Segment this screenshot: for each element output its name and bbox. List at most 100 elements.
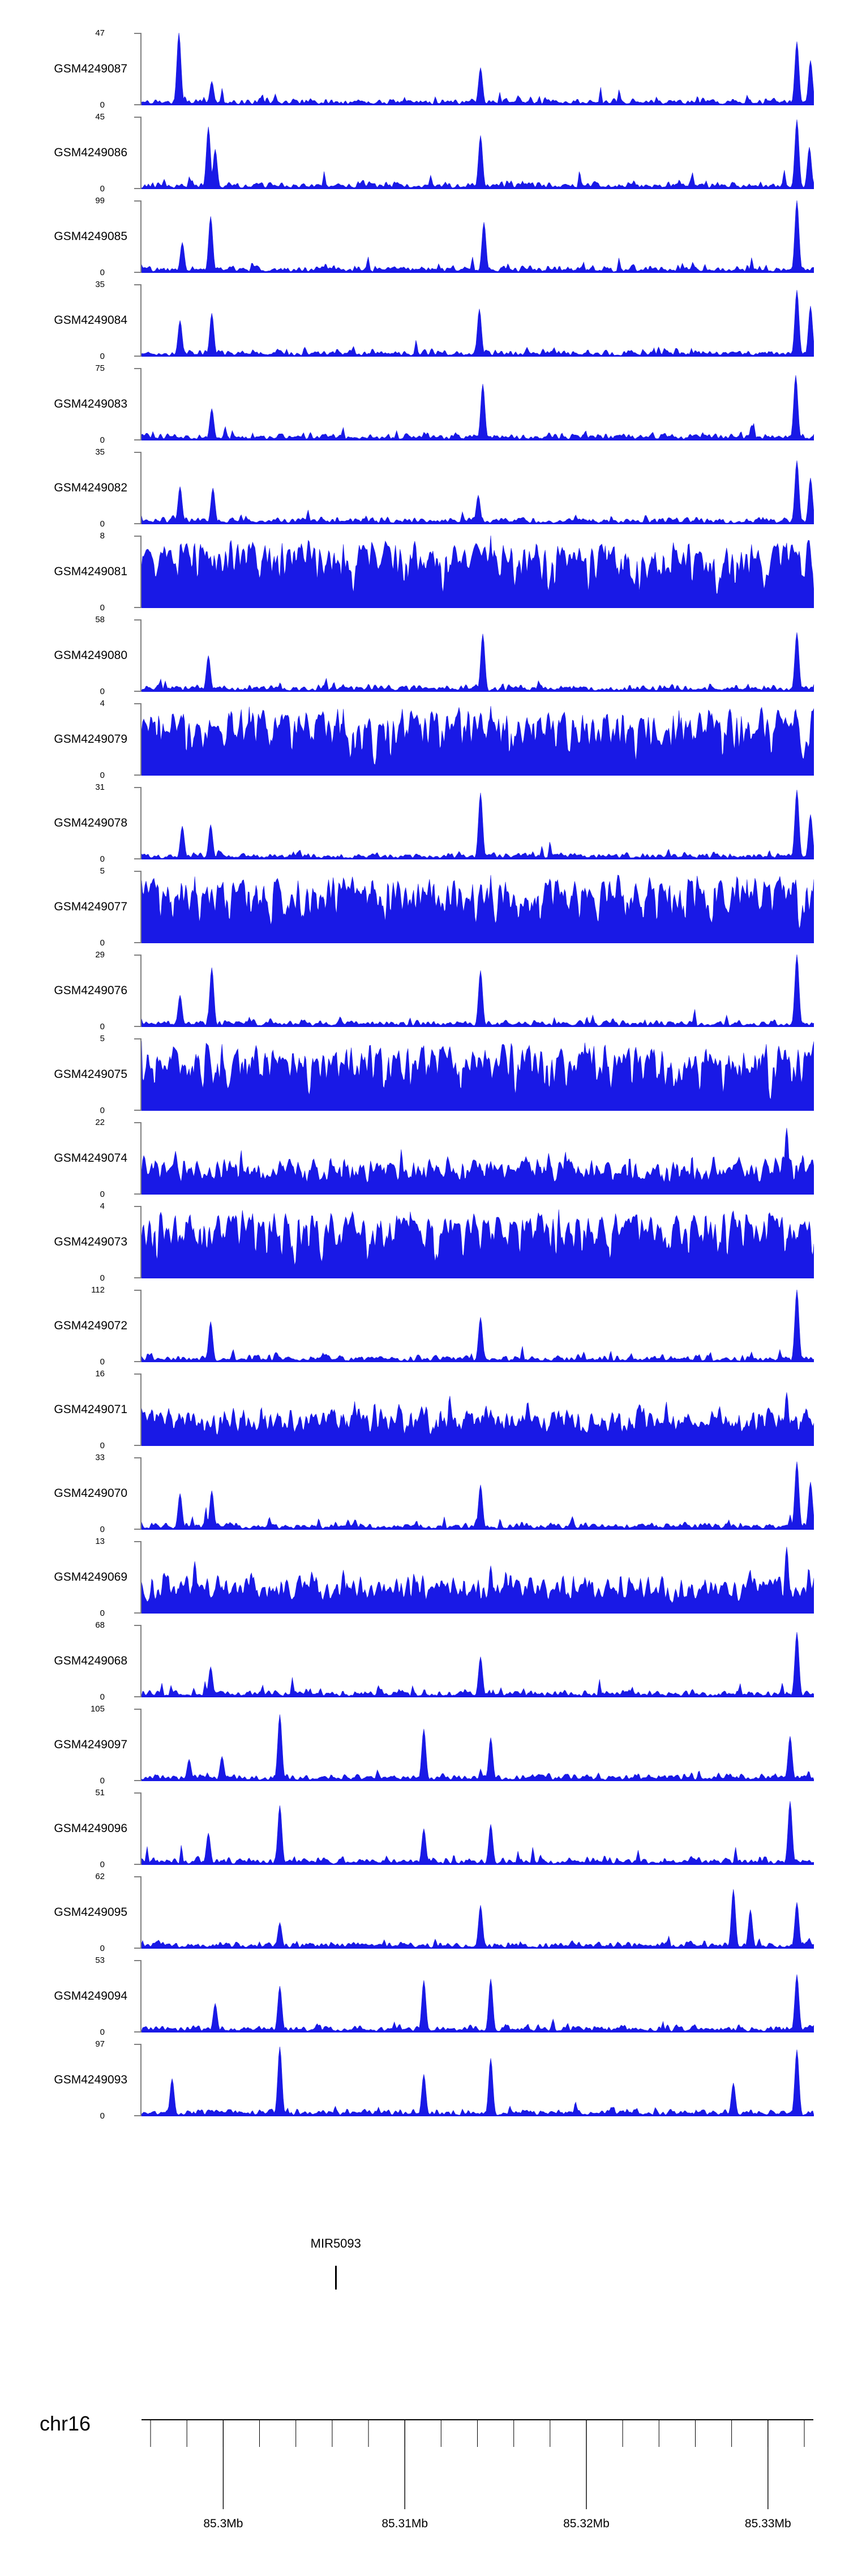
y-axis-min-tick [134, 1361, 142, 1362]
track-y-axis [140, 1038, 142, 1111]
y-axis-min-label: 0 [100, 2111, 105, 2121]
coverage-signal [142, 536, 814, 608]
coverage-signal [142, 706, 814, 776]
track-plot[interactable]: 47 0 [95, 29, 814, 109]
y-axis-max-tick [134, 1876, 142, 1877]
coverage-signal [142, 1714, 814, 1781]
y-axis-min-tick [134, 1864, 142, 1865]
y-axis-min-label: 0 [100, 435, 105, 445]
y-axis-max-label: 58 [95, 615, 105, 624]
track-label-gsm4249081: GSM4249081 [54, 565, 127, 578]
track-plot[interactable]: 45 0 [95, 113, 814, 193]
track-plot[interactable]: 13 0 [95, 1537, 814, 1618]
track-plot[interactable]: 16 0 [95, 1370, 814, 1450]
y-axis-max-tick [134, 1206, 142, 1207]
track-plot[interactable]: 105 0 [91, 1705, 814, 1785]
track-plot[interactable]: 35 0 [95, 280, 814, 361]
coverage-signal [142, 1461, 814, 1530]
y-axis-min-tick [134, 356, 142, 357]
track-row: GSM4249070 33 0 [0, 1452, 849, 1535]
track-row: GSM4249096 51 0 [0, 1787, 849, 1871]
coverage-signal [142, 290, 814, 357]
track-plot[interactable]: 31 0 [95, 783, 814, 863]
y-axis-min-tick [134, 2031, 142, 2032]
y-axis-min-label: 0 [100, 603, 105, 613]
y-axis-max-label: 35 [95, 447, 105, 457]
coverage-signal [142, 2047, 814, 2116]
track-label-gsm4249079: GSM4249079 [54, 733, 127, 746]
y-axis-max-label: 4 [100, 1201, 105, 1211]
y-axis-max-label: 68 [95, 1620, 105, 1630]
y-axis-max-label: 5 [100, 866, 105, 876]
coverage-signal [142, 790, 814, 859]
coverage-signal [142, 875, 814, 943]
track-plot[interactable]: 62 0 [95, 1872, 814, 1953]
track-y-axis [140, 2044, 142, 2116]
track-plot[interactable]: 112 0 [91, 1286, 814, 1366]
y-axis-max-label: 22 [95, 1118, 105, 1127]
coverage-signal [142, 955, 814, 1027]
track-y-axis [140, 1625, 142, 1697]
coverage-signal [142, 632, 814, 692]
track-row: GSM4249083 75 0 [0, 362, 849, 446]
track-plot[interactable]: 58 0 [95, 615, 814, 696]
track-y-axis [140, 1457, 142, 1530]
y-axis-max-label: 29 [95, 950, 105, 960]
track-y-axis [140, 1122, 142, 1195]
track-plot[interactable]: 75 0 [95, 364, 814, 444]
y-axis-max-tick [134, 452, 142, 453]
y-axis-min-label: 0 [100, 1273, 105, 1283]
track-row: GSM4249077 5 0 [0, 865, 849, 949]
y-axis-min-tick [134, 858, 142, 859]
track-plot[interactable]: 33 0 [95, 1453, 814, 1534]
y-axis-min-label: 0 [100, 1357, 105, 1367]
axis-svg: 85.3Mb 85.31Mb 85.32Mb 85.33Mb [142, 2419, 813, 2530]
track-plot[interactable]: 29 0 [95, 951, 814, 1031]
gene-feature-glyph[interactable] [335, 2266, 337, 2290]
track-plot[interactable]: 97 0 [95, 2040, 814, 2120]
y-axis-min-label: 0 [100, 1106, 105, 1115]
track-label-gsm4249083: GSM4249083 [54, 397, 127, 410]
track-y-axis [140, 1541, 142, 1614]
y-axis-max-tick [134, 2044, 142, 2045]
track-plot[interactable]: 22 0 [95, 1118, 814, 1199]
coverage-signal [142, 200, 814, 273]
y-axis-min-tick [134, 1780, 142, 1781]
y-axis-min-label: 0 [100, 854, 105, 864]
y-axis-max-tick [134, 1792, 142, 1794]
track-label-gsm4249075: GSM4249075 [54, 1068, 127, 1081]
y-axis-max-tick [134, 1038, 142, 1039]
y-axis-max-label: 31 [95, 782, 105, 792]
coverage-signal [142, 33, 814, 105]
axis-tick-label: 85.31Mb [381, 2517, 428, 2530]
track-y-axis [140, 33, 142, 105]
axis-tick-label: 85.32Mb [563, 2517, 610, 2530]
track-label-gsm4249068: GSM4249068 [54, 1654, 127, 1667]
track-plot[interactable]: 35 0 [95, 448, 814, 528]
track-label-gsm4249094: GSM4249094 [54, 1989, 127, 2002]
track-plot[interactable]: 99 0 [95, 196, 814, 277]
track-label-gsm4249087: GSM4249087 [54, 62, 127, 75]
track-y-axis [140, 117, 142, 189]
track-row: GSM4249085 99 0 [0, 195, 849, 279]
y-axis-min-label: 0 [100, 1441, 105, 1450]
track-label-gsm4249071: GSM4249071 [54, 1403, 127, 1416]
y-axis-max-label: 112 [91, 1285, 105, 1295]
track-label-gsm4249084: GSM4249084 [54, 314, 127, 327]
y-axis-min-tick [134, 1110, 142, 1111]
y-axis-min-label: 0 [100, 352, 105, 361]
y-axis-min-label: 0 [100, 1692, 105, 1702]
track-row: GSM4249093 97 0 [0, 2038, 849, 2122]
y-axis-max-tick [134, 200, 142, 202]
gene-annotation-track: MIR5093 [0, 2225, 849, 2327]
track-plot[interactable]: 68 0 [95, 1621, 814, 1701]
track-plot[interactable]: 51 0 [95, 1788, 814, 1869]
track-plot[interactable]: 53 0 [95, 1956, 814, 2036]
y-axis-min-tick [134, 1529, 142, 1530]
